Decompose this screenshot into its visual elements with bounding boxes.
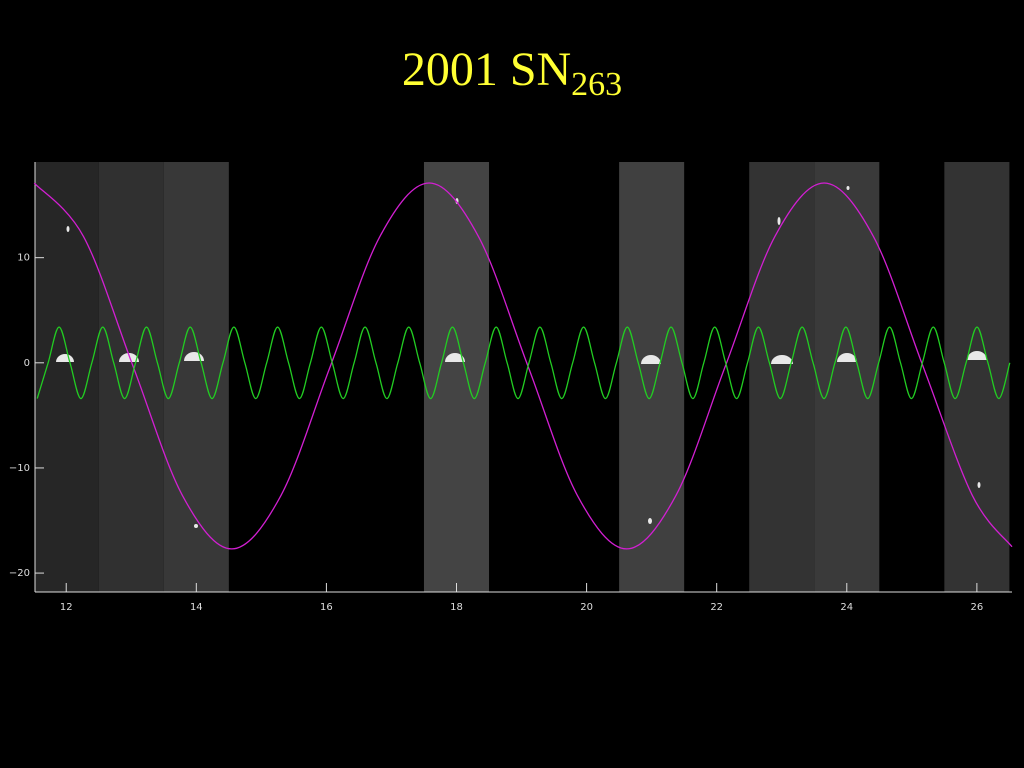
asteroid xyxy=(641,355,661,364)
image-strip xyxy=(35,162,99,592)
image-strips xyxy=(35,162,1010,592)
series-line xyxy=(36,326,1011,400)
x-tick-label: 12 xyxy=(60,602,73,613)
image-strip xyxy=(619,162,685,592)
asteroid xyxy=(119,353,139,362)
asteroid xyxy=(967,351,987,360)
image-strip xyxy=(944,162,1010,592)
image-strip xyxy=(163,162,229,592)
asteroid-images xyxy=(56,186,987,528)
star xyxy=(66,226,70,232)
asteroid xyxy=(445,353,465,362)
y-tick-label: −10 xyxy=(9,463,30,474)
image-strip xyxy=(423,162,490,592)
image-strip xyxy=(814,162,880,592)
x-tick-label: 20 xyxy=(580,602,593,613)
x-tick-label: 22 xyxy=(710,602,723,613)
x-tick-label: 16 xyxy=(320,602,333,613)
y-tick-label: 10 xyxy=(17,253,30,264)
axes: −20 −10 0 10 12 14 16 18 20 22 24 26 xyxy=(9,162,1012,613)
star xyxy=(846,186,850,190)
asteroid xyxy=(771,355,793,364)
star xyxy=(977,482,981,488)
y-tick-label: −20 xyxy=(9,568,30,579)
y-tick-label: 0 xyxy=(24,358,30,369)
star xyxy=(194,524,198,528)
x-tick-label: 24 xyxy=(840,602,853,613)
x-tick-label: 18 xyxy=(450,602,463,613)
x-tick-label: 14 xyxy=(190,602,203,613)
title-main: 2001 SN xyxy=(402,43,571,96)
image-strip xyxy=(98,162,164,592)
lines xyxy=(33,182,1013,550)
asteroid xyxy=(837,353,857,362)
star xyxy=(648,518,652,524)
image-strip xyxy=(749,162,815,592)
title: 2001 SN263 xyxy=(402,43,622,103)
title-subscript: 263 xyxy=(571,66,622,103)
x-tick-label: 26 xyxy=(971,602,984,613)
star xyxy=(777,217,781,225)
